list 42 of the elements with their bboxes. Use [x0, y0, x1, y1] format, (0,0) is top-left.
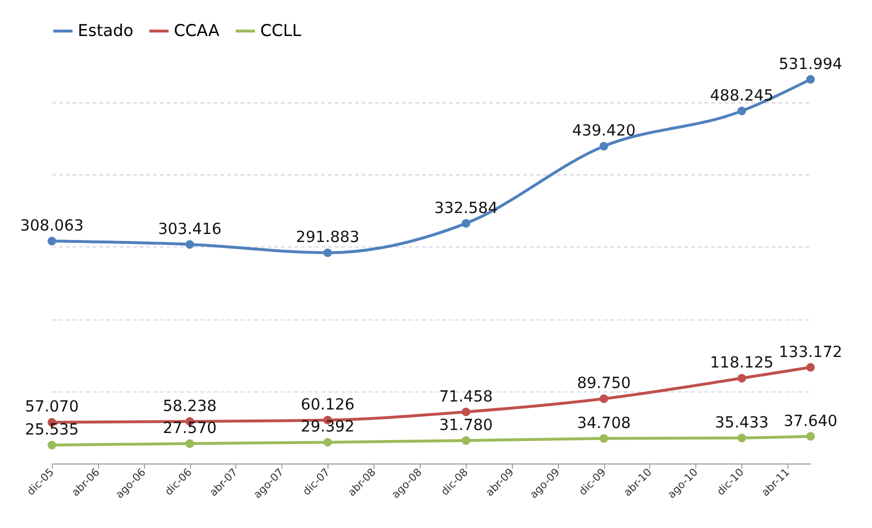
data-label: 291.883 [296, 228, 360, 246]
data-label: 37.640 [784, 412, 838, 430]
point [737, 434, 746, 442]
data-label: 118.125 [710, 354, 774, 372]
data-label: 31.780 [439, 416, 493, 434]
point [806, 75, 815, 84]
point [48, 440, 56, 450]
data-label: 531.994 [778, 54, 842, 73]
data-label: 133.172 [778, 342, 842, 361]
data-label: 303.416 [158, 220, 222, 238]
data-label: 332.584 [434, 198, 498, 217]
point [806, 432, 815, 441]
data-label: 29.392 [300, 418, 355, 436]
point [323, 438, 332, 447]
point [462, 408, 470, 416]
point [48, 236, 56, 246]
point [806, 363, 815, 372]
data-label: 35.433 [714, 413, 769, 432]
data-label: 57.070 [24, 398, 79, 416]
data-label: 308.063 [20, 216, 84, 234]
data-label: 60.126 [300, 396, 355, 414]
point [185, 240, 194, 249]
point [185, 439, 194, 448]
data-label: 25.535 [24, 420, 79, 438]
data-label: 89.750 [576, 374, 631, 392]
point [462, 436, 470, 445]
data-label: 34.708 [576, 414, 631, 432]
legend-label: Estado [78, 20, 134, 40]
data-label: 27.570 [162, 419, 217, 438]
data-label: 71.458 [439, 387, 493, 406]
point [323, 248, 332, 258]
legend-label: CCAA [174, 20, 220, 40]
point [462, 219, 470, 228]
point [600, 142, 608, 150]
point [600, 434, 608, 443]
data-label: 439.420 [572, 122, 636, 140]
point [737, 106, 746, 116]
data-label: 488.245 [710, 86, 774, 104]
legend-label: CCLL [260, 20, 302, 40]
point [737, 374, 746, 382]
point [600, 394, 608, 403]
data-label: 58.238 [162, 396, 217, 415]
